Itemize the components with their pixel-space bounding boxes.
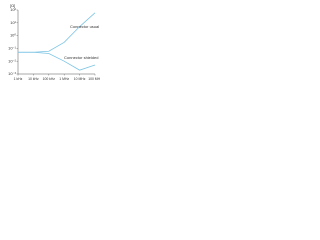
x-tick-label: 10 kHz: [28, 77, 39, 81]
y-tick-label: 10²: [10, 7, 16, 12]
legend-label: Connector usual: [70, 24, 99, 29]
series-line: [18, 51, 96, 71]
x-tick-label: 100 MHz: [88, 77, 100, 81]
series-line: [18, 12, 96, 53]
y-tick-label: 10⁻²: [8, 58, 17, 63]
y-tick-label: 10⁰: [10, 33, 16, 38]
y-tick-label: 10¹: [10, 20, 16, 25]
y-tick-label: 10⁻³: [8, 71, 17, 76]
legend-label: Connector shielded: [64, 55, 98, 60]
x-tick-label: 1 MHz: [59, 77, 69, 81]
chart: [Ω] 10² 10¹ 10⁰ 10⁻¹ 10⁻² 10⁻³1 kHz 10 kHz 100 …: [8, 3, 100, 81]
page: [Ω] 10² 10¹ 10⁰ 10⁻¹ 10⁻² 10⁻³ 1 kHz 10 kHz 100 …: [0, 0, 320, 90]
x-tick-label: 10 MHz: [74, 77, 86, 81]
y-tick-label: 10⁻¹: [8, 45, 17, 50]
x-tick-label: 1 kHz: [14, 77, 23, 81]
y-axis-label: [Ω]: [10, 3, 15, 8]
x-tick-label: 100 kHz: [43, 77, 56, 81]
